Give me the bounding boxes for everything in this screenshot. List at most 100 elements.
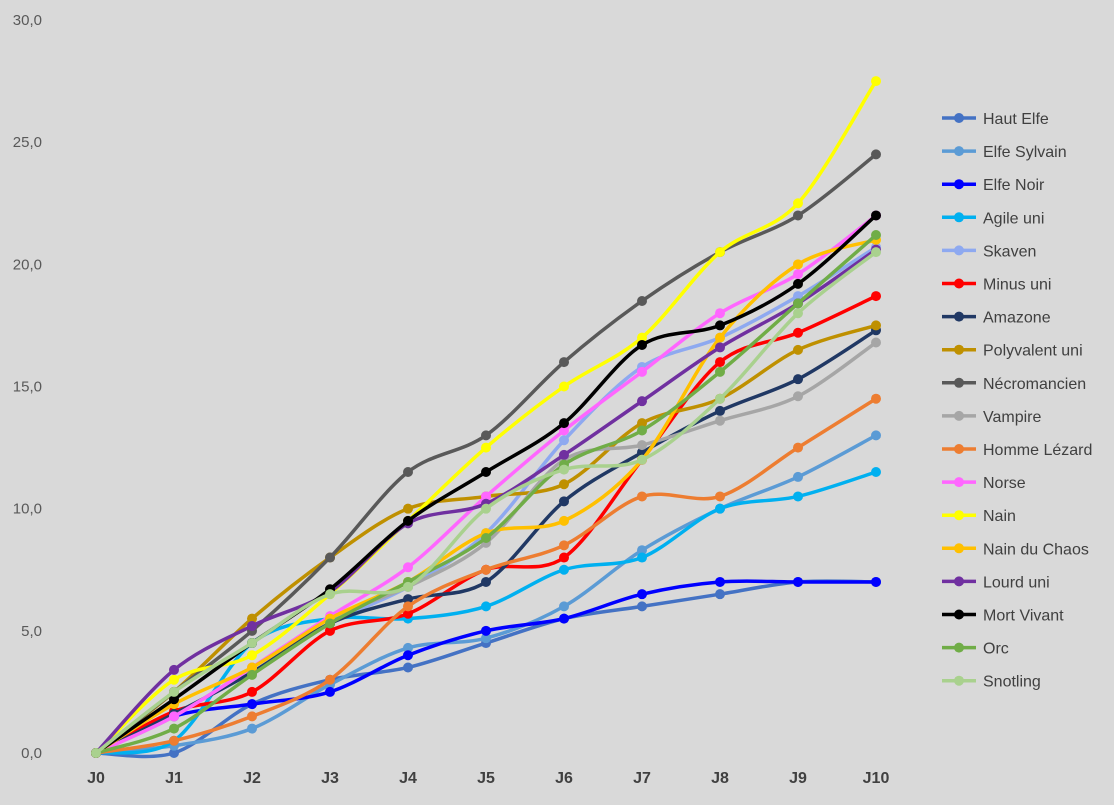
data-point	[559, 418, 569, 429]
data-point	[793, 298, 803, 309]
x-tick-label: J5	[477, 770, 495, 787]
data-point	[559, 601, 569, 612]
legend-label: Nécromancien	[983, 376, 1086, 393]
legend-marker	[954, 212, 964, 223]
data-point	[871, 76, 881, 87]
data-point	[325, 589, 335, 600]
data-point	[559, 515, 569, 526]
legend-marker	[954, 179, 964, 190]
data-point	[559, 357, 569, 368]
legend-item: Nain	[942, 508, 1016, 525]
data-point	[247, 699, 257, 710]
legend-item: Elfe Sylvain	[942, 144, 1067, 161]
data-point	[559, 613, 569, 624]
data-point	[481, 430, 491, 441]
legend-label: Minus uni	[983, 277, 1051, 294]
data-point	[481, 467, 491, 478]
x-tick-label: J1	[165, 770, 183, 787]
legend-label: Norse	[983, 475, 1026, 492]
legend-marker	[954, 642, 964, 653]
legend-label: Amazone	[983, 310, 1051, 327]
data-point	[871, 576, 881, 587]
data-point	[871, 149, 881, 160]
data-point	[403, 608, 413, 619]
data-point	[559, 425, 569, 436]
legend-item: Agile uni	[942, 210, 1044, 227]
data-point	[559, 552, 569, 563]
data-point	[247, 620, 257, 631]
data-point	[637, 425, 647, 436]
legend-label: Nain	[983, 508, 1016, 525]
data-point	[793, 374, 803, 385]
data-point	[715, 308, 725, 319]
data-point	[247, 686, 257, 697]
x-tick-label: J2	[243, 770, 261, 787]
data-point	[793, 259, 803, 270]
data-point	[169, 694, 179, 705]
data-point	[793, 576, 803, 587]
data-point	[559, 381, 569, 392]
data-point	[169, 664, 179, 675]
data-point	[637, 491, 647, 502]
data-point	[559, 435, 569, 446]
data-point	[793, 442, 803, 453]
data-point	[247, 669, 257, 680]
data-point	[247, 613, 257, 624]
data-point	[793, 198, 803, 209]
legend-marker	[954, 278, 964, 289]
legend-marker	[954, 146, 964, 157]
legend-label: Skaven	[983, 243, 1036, 260]
x-tick-label: J9	[789, 770, 807, 787]
data-point	[91, 748, 101, 758]
series-line	[94, 470, 878, 755]
legend: Haut Elfe Elfe Sylvain Elfe Noir Agile uni S…	[942, 111, 1092, 691]
data-point	[871, 430, 881, 441]
legend-label: Agile uni	[983, 210, 1044, 227]
y-tick-label: 15,0	[13, 379, 42, 396]
data-point	[559, 496, 569, 507]
data-point	[481, 503, 491, 514]
y-tick-label: 20,0	[13, 256, 42, 273]
legend-item: Nain du Chaos	[942, 541, 1089, 558]
legend-item: Lourd uni	[942, 574, 1050, 591]
legend-item: Orc	[942, 641, 1009, 658]
legend-marker	[954, 609, 964, 620]
y-tick-label: 25,0	[13, 134, 42, 151]
data-point	[637, 545, 647, 556]
legend-label: Vampire	[983, 409, 1041, 426]
legend-item: Snotling	[942, 674, 1041, 691]
data-point	[325, 686, 335, 697]
x-tick-label: J8	[711, 770, 729, 787]
data-point	[715, 589, 725, 600]
data-point	[559, 464, 569, 475]
data-point	[403, 503, 413, 514]
x-tick-label: J4	[399, 770, 417, 787]
legend-marker	[954, 477, 964, 488]
data-point	[247, 711, 257, 722]
data-point	[793, 278, 803, 289]
data-point	[637, 366, 647, 377]
data-point	[481, 532, 491, 543]
data-point	[793, 471, 803, 482]
legend-marker	[954, 377, 964, 388]
data-point	[403, 601, 413, 612]
data-point	[169, 748, 179, 758]
data-point	[715, 405, 725, 416]
data-point	[559, 540, 569, 551]
y-tick-label: 10,0	[13, 501, 42, 518]
data-point	[637, 418, 647, 429]
legend-label: Orc	[983, 641, 1009, 658]
data-point	[169, 686, 179, 697]
data-point	[871, 467, 881, 478]
legend-marker	[954, 510, 964, 521]
data-point	[637, 601, 647, 612]
data-point	[403, 642, 413, 653]
data-point	[169, 674, 179, 685]
legend-marker	[954, 311, 964, 322]
data-point	[793, 491, 803, 502]
y-axis: 0,0 5,0 10,0 15,0 20,0 25,0 30,0	[13, 12, 42, 762]
data-point	[481, 564, 491, 575]
y-tick-label: 5,0	[21, 623, 42, 640]
legend-item: Minus uni	[942, 277, 1051, 294]
